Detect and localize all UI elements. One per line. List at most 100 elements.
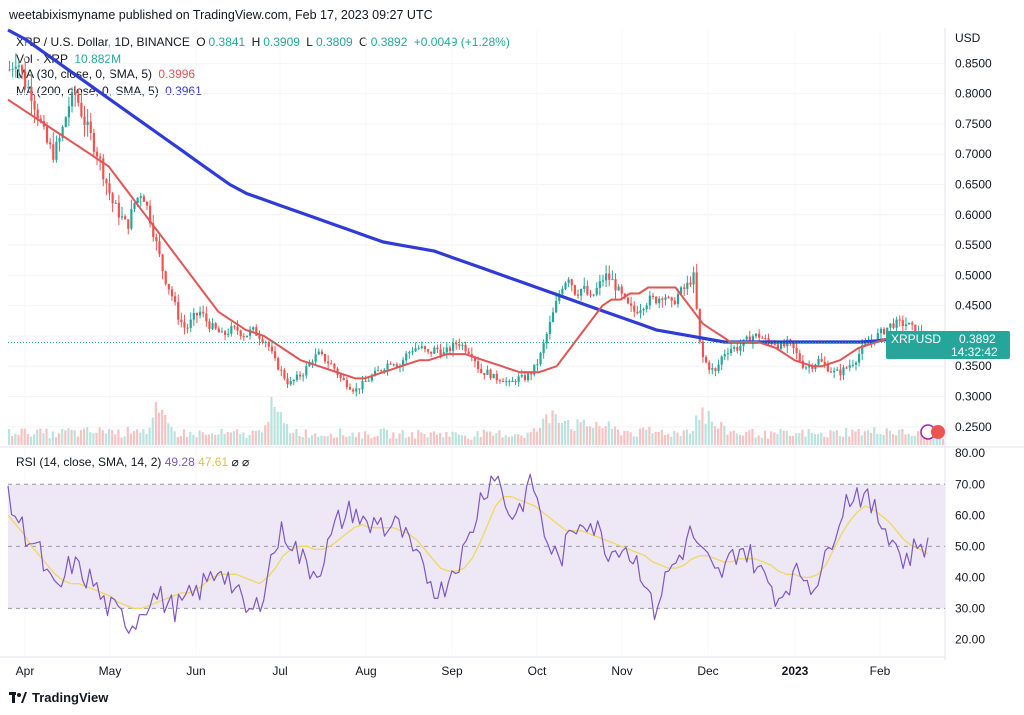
volume-bar xyxy=(485,431,489,445)
volume-bar xyxy=(192,434,195,445)
volume-bar xyxy=(582,419,585,445)
volume-bar xyxy=(310,435,314,445)
ma30-value: 0.3996 xyxy=(158,67,196,81)
volume-bar xyxy=(279,412,282,445)
volume-bar xyxy=(648,427,651,445)
volume-bar xyxy=(95,432,98,445)
candle-body xyxy=(230,326,233,334)
volume-bar xyxy=(629,432,632,445)
candle-body xyxy=(180,319,183,323)
close-value: 0.3892 xyxy=(370,35,408,49)
volume-bar xyxy=(520,435,523,445)
candle-body xyxy=(520,375,523,377)
candle-body xyxy=(601,280,605,282)
candle-body xyxy=(792,340,795,349)
volume-bar xyxy=(82,428,86,445)
volume-bar xyxy=(785,430,788,445)
volume-bar xyxy=(114,434,117,445)
volume-bar xyxy=(48,438,51,445)
candle-body xyxy=(395,364,398,368)
volume-bar xyxy=(223,433,226,445)
volume-bar xyxy=(695,415,698,445)
volume-bar xyxy=(86,427,89,445)
open-label: O xyxy=(196,35,206,49)
volume-bar xyxy=(860,435,863,445)
price-tick-label: 0.7500 xyxy=(955,117,992,131)
candle-body xyxy=(673,300,676,305)
volume-bar xyxy=(517,434,520,445)
price-tick-label: 0.2500 xyxy=(955,420,992,434)
candle-body xyxy=(679,287,683,295)
candle-body xyxy=(676,294,680,305)
volume-bar xyxy=(167,423,170,445)
volume-bar xyxy=(926,438,929,445)
candle-body xyxy=(683,287,686,289)
volume-bar xyxy=(838,436,841,445)
volume-bar xyxy=(901,428,904,445)
volume-bar xyxy=(567,420,570,445)
candle-body xyxy=(739,345,742,351)
candle-body xyxy=(511,380,514,382)
candle-body xyxy=(605,273,608,281)
symbol-legend: XRP / U.S. Dollar, 1D, BINANCE O 0.3841 H… xyxy=(16,35,513,49)
candle-body xyxy=(754,333,758,337)
candle-body xyxy=(211,323,214,329)
candle-body xyxy=(270,346,274,352)
volume-bar xyxy=(535,431,539,445)
volume-bar xyxy=(607,421,610,445)
volume-bar xyxy=(654,431,657,445)
volume-bar xyxy=(332,437,336,445)
candle-body xyxy=(733,347,736,349)
volume-bar xyxy=(776,434,779,445)
change-value: +0.0049 (+1.28%) xyxy=(413,35,510,49)
volume-bar xyxy=(732,430,735,445)
volume-bar xyxy=(704,423,707,445)
volume-bar xyxy=(226,431,229,445)
volume-bar xyxy=(479,437,482,445)
volume-bar xyxy=(816,433,820,445)
candle-body xyxy=(589,294,592,296)
candle-body xyxy=(620,286,623,294)
volume-bar xyxy=(342,435,345,445)
volume-bar xyxy=(242,432,245,445)
volume-bar xyxy=(254,430,257,445)
volume-bar xyxy=(579,422,582,445)
volume-bar xyxy=(682,430,685,445)
candle-body xyxy=(11,68,14,70)
candle-body xyxy=(695,272,698,309)
volume-bar xyxy=(129,433,132,445)
time-tick-label: 2023 xyxy=(782,664,809,678)
volume-bar xyxy=(563,420,567,445)
volume-bar xyxy=(304,429,307,445)
time-tick-label: Jul xyxy=(272,664,287,678)
volume-bar xyxy=(120,437,123,445)
candle-body xyxy=(58,138,61,142)
volume-bar xyxy=(345,436,348,445)
volume-bar xyxy=(832,431,835,445)
candle-body xyxy=(167,284,170,290)
volume-bar xyxy=(292,433,295,445)
volume-bar xyxy=(745,431,748,445)
volume-bar xyxy=(151,417,154,445)
volume-bar xyxy=(495,433,498,445)
candle-body xyxy=(548,322,551,335)
volume-bar xyxy=(14,433,17,445)
volume-bar xyxy=(107,429,111,445)
volume-bar xyxy=(423,434,426,445)
volume-bar xyxy=(451,431,454,445)
volume-bar xyxy=(626,430,629,445)
candle-body xyxy=(111,193,114,204)
volume-bar xyxy=(260,432,264,445)
candle-body xyxy=(829,371,833,373)
candle-body xyxy=(314,354,317,362)
candle-body xyxy=(189,319,192,329)
volume-bar xyxy=(841,436,845,445)
candle-body xyxy=(448,347,452,351)
candle-body xyxy=(729,348,733,354)
volume-bar xyxy=(748,430,751,445)
candle-body xyxy=(208,321,211,329)
candle-body xyxy=(867,343,870,345)
candle-body xyxy=(489,369,492,379)
rsi-legend: RSI (14, close, SMA, 14, 2) 49.28 47.61 … xyxy=(16,455,249,469)
